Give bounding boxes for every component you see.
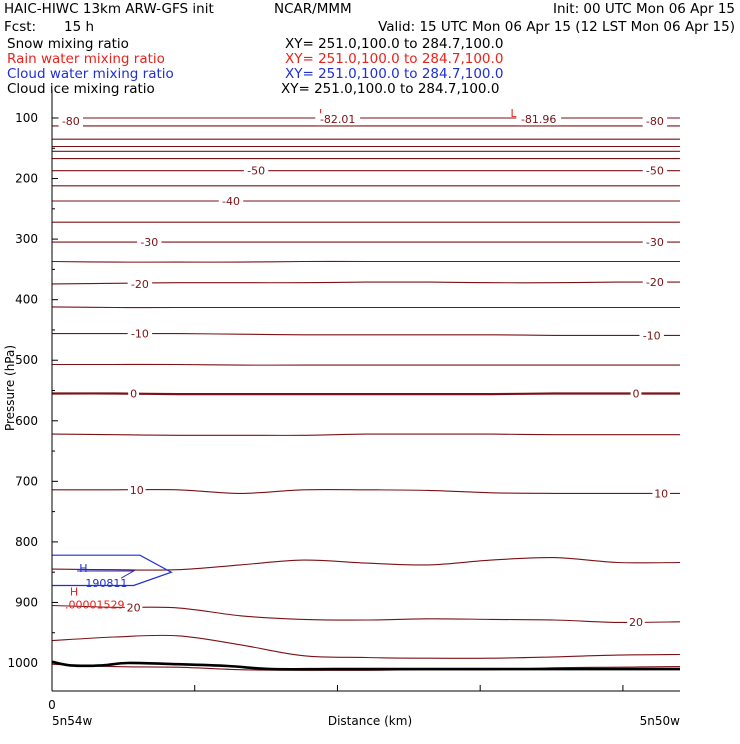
x-left-label: 5n54w (52, 714, 93, 728)
contour-label-2: -82.01 (320, 113, 355, 126)
contour-level-412 (51, 306, 680, 309)
contour-label-9: -30 (646, 236, 664, 249)
contour-label-1: -80 (62, 115, 80, 128)
model-title: HAIC-HIWC 13km ARW-GFS init (4, 1, 214, 17)
org-label: NCAR/MMM (274, 1, 352, 17)
y-tick-label-100: 100 (15, 111, 38, 125)
contour-label-bg-12 (127, 327, 153, 340)
field-cloud-water-xy: XY= 251.0,100.0 to 284.7,100.0 (285, 66, 503, 82)
y-tick-label-400: 400 (15, 293, 38, 307)
cloud-water-max-marker: H (79, 562, 87, 575)
contour-label-17: 10 (654, 487, 668, 500)
contour-level-840 (51, 556, 681, 571)
init-time: Init: 00 UTC Mon 06 Apr 15 (553, 1, 735, 17)
contour-label-18: 20 (127, 601, 141, 614)
rain-water-max-value: .00001529 (65, 599, 125, 612)
contour-label-bg-9 (642, 236, 668, 249)
contour-label-16: 10 (130, 484, 144, 497)
temperature-min-marker-2: L (511, 107, 518, 120)
plot-area: H190811H.00001529LL-80-82.01-81.96-80-50… (51, 107, 681, 671)
y-tick-label-200: 200 (15, 172, 38, 186)
x-axis-label: Distance (km) (328, 714, 412, 728)
cloud-water-inner-contour (77, 570, 136, 579)
y-tick-label-600: 600 (15, 414, 38, 428)
field-snow-xy: XY= 251.0,100.0 to 284.7,100.0 (285, 36, 503, 52)
contour-label-bg-10 (127, 277, 153, 290)
contour-label-bg-11 (642, 276, 668, 289)
contour-level-623 (51, 433, 680, 436)
y-axis-label: Pressure (hPa) (3, 345, 17, 431)
field-cloud-ice-name: Cloud ice mixing ratio (7, 81, 155, 97)
contour-level-507 (52, 363, 680, 366)
contour-isotherm-20 (51, 281, 681, 285)
contour-label-15: 0 (633, 388, 640, 401)
contour-label-19: 20 (629, 616, 643, 629)
contour-label-bg-16 (128, 483, 146, 496)
contour-label-bg-6 (642, 164, 668, 177)
contour-isotherm-10 (52, 488, 680, 494)
y-tick-label-800: 800 (15, 535, 38, 549)
y-tick-label-500: 500 (15, 353, 38, 367)
contour-level-337 (51, 260, 680, 263)
forecast-hours: 15 h (64, 19, 94, 35)
contour-label-bg-7 (218, 195, 244, 207)
rain-water-max-marker: H (70, 586, 78, 599)
y-tick-label-700: 700 (15, 474, 38, 488)
contour-label-12: -10 (131, 328, 149, 341)
contour-isotherm-10 (51, 333, 680, 336)
contour-isotherm-20 (51, 604, 681, 624)
contour-label-11: -20 (646, 276, 664, 289)
contour-label-bg-15 (630, 387, 642, 400)
contour-label-bg-5 (243, 164, 269, 177)
x-origin-label: 0 (48, 698, 56, 712)
contour-label-13: -10 (643, 329, 661, 342)
x-axis-ticks (51, 685, 624, 691)
contour-label-bg-3 (516, 113, 562, 126)
contour-label-10: -20 (131, 278, 149, 291)
contour-label-5: -50 (247, 165, 265, 178)
contour-label-4: -80 (646, 115, 664, 128)
field-rain-name: Rain water mixing ratio (7, 51, 165, 67)
contour-label-6: -50 (646, 165, 664, 178)
field-cloud-ice-xy: XY= 251.0,100.0 to 284.7,100.0 (281, 81, 499, 97)
field-snow-name: Snow mixing ratio (7, 36, 129, 52)
contour-label-14: 0 (130, 388, 137, 401)
cloud-water-outline (52, 554, 173, 587)
contour-label-8: -30 (140, 236, 158, 249)
contour-label-3: -81.96 (521, 113, 556, 126)
valid-time: Valid: 15 UTC Mon 06 Apr 15 (12 LST Mon … (378, 19, 735, 35)
contour-label-bg-8 (137, 236, 162, 249)
y-tick-label-900: 900 (15, 595, 38, 609)
forecast-label: Fcst: (4, 19, 36, 35)
contour-label-bg-18 (124, 601, 143, 614)
x-right-label: 5n50w (640, 714, 681, 728)
contour-label-bg-17 (652, 487, 670, 500)
axes (51, 90, 680, 692)
cloud-water-max-value: 190811 (85, 577, 127, 590)
terrain-surface-line (51, 660, 681, 671)
contour-label-bg-4 (642, 115, 668, 127)
contour-label-bg-2 (315, 113, 361, 126)
header: HAIC-HIWC 13km ARW-GFS init NCAR/MMM Ini… (4, 1, 735, 97)
contour-isotherm-0 (51, 392, 680, 396)
contour-label-bg-1 (58, 115, 83, 127)
contour-label-bg-14 (128, 387, 139, 400)
field-rain-xy: XY= 251.0,100.0 to 284.7,100.0 (285, 51, 503, 67)
y-tick-label-1000: 1000 (7, 656, 38, 670)
contour-level-960 (51, 634, 681, 659)
contour-label-bg-13 (639, 329, 664, 342)
field-cloud-water-name: Cloud water mixing ratio (7, 66, 174, 82)
y-axis-ticks: 100 200 300 400 500 600 700 800 900 1000 (7, 111, 58, 670)
contour-label-bg-19 (627, 615, 645, 628)
contour-label-7: -40 (222, 195, 240, 208)
y-tick-label-300: 300 (15, 232, 38, 246)
